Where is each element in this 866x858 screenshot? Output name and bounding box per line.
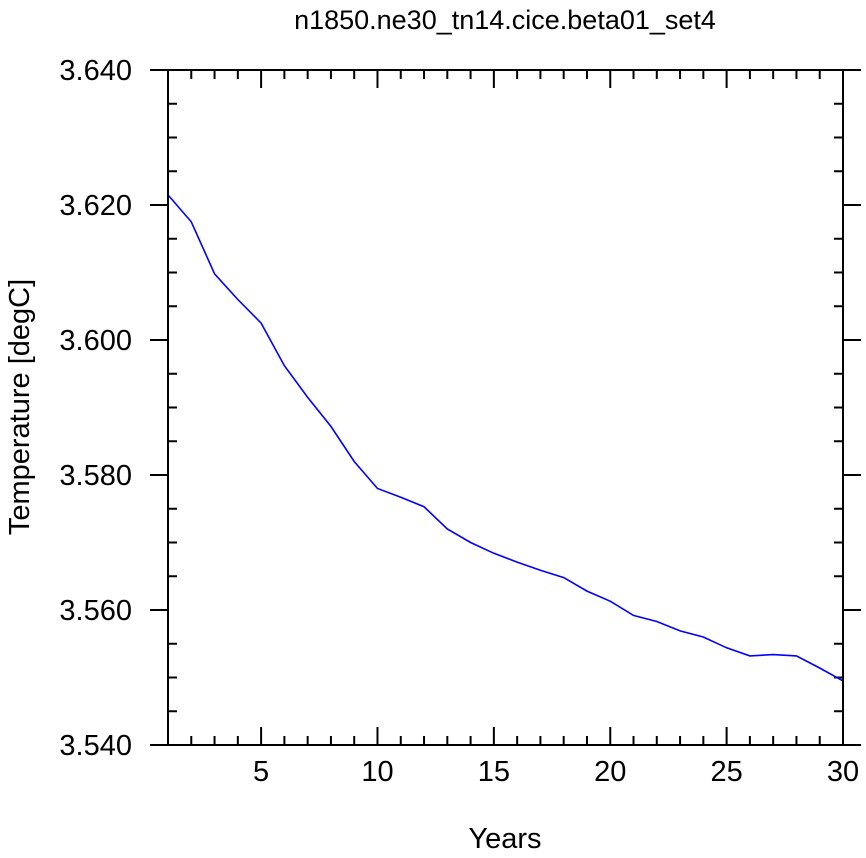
x-tick-label: 25	[710, 756, 742, 788]
x-axis-title: Years	[468, 823, 541, 855]
series-line	[167, 194, 844, 682]
tick-labels: 5 10 15 20 25 30 3.540 3.560 3.580 3.600 3.620 3.64…	[59, 55, 859, 788]
x-tick-label: 10	[361, 756, 393, 788]
x-tick-label: 20	[594, 756, 626, 788]
y-tick-label: 3.540	[59, 730, 132, 762]
y-tick-label: 3.620	[59, 190, 132, 222]
y-axis-title: Temperature [degC]	[4, 279, 36, 535]
axis-ticks	[150, 69, 861, 746]
chart-title: n1850.ne30_tn14.cice.beta01_set4	[294, 5, 716, 35]
plot-frame	[167, 69, 844, 746]
y-tick-label: 3.580	[59, 460, 132, 492]
x-tick-label: 5	[253, 756, 269, 788]
y-tick-label: 3.640	[59, 55, 132, 87]
y-tick-label: 3.560	[59, 595, 132, 627]
y-tick-label: 3.600	[59, 325, 132, 357]
x-tick-label: 15	[478, 756, 510, 788]
x-tick-label: 30	[827, 756, 859, 788]
series-group	[167, 194, 844, 682]
